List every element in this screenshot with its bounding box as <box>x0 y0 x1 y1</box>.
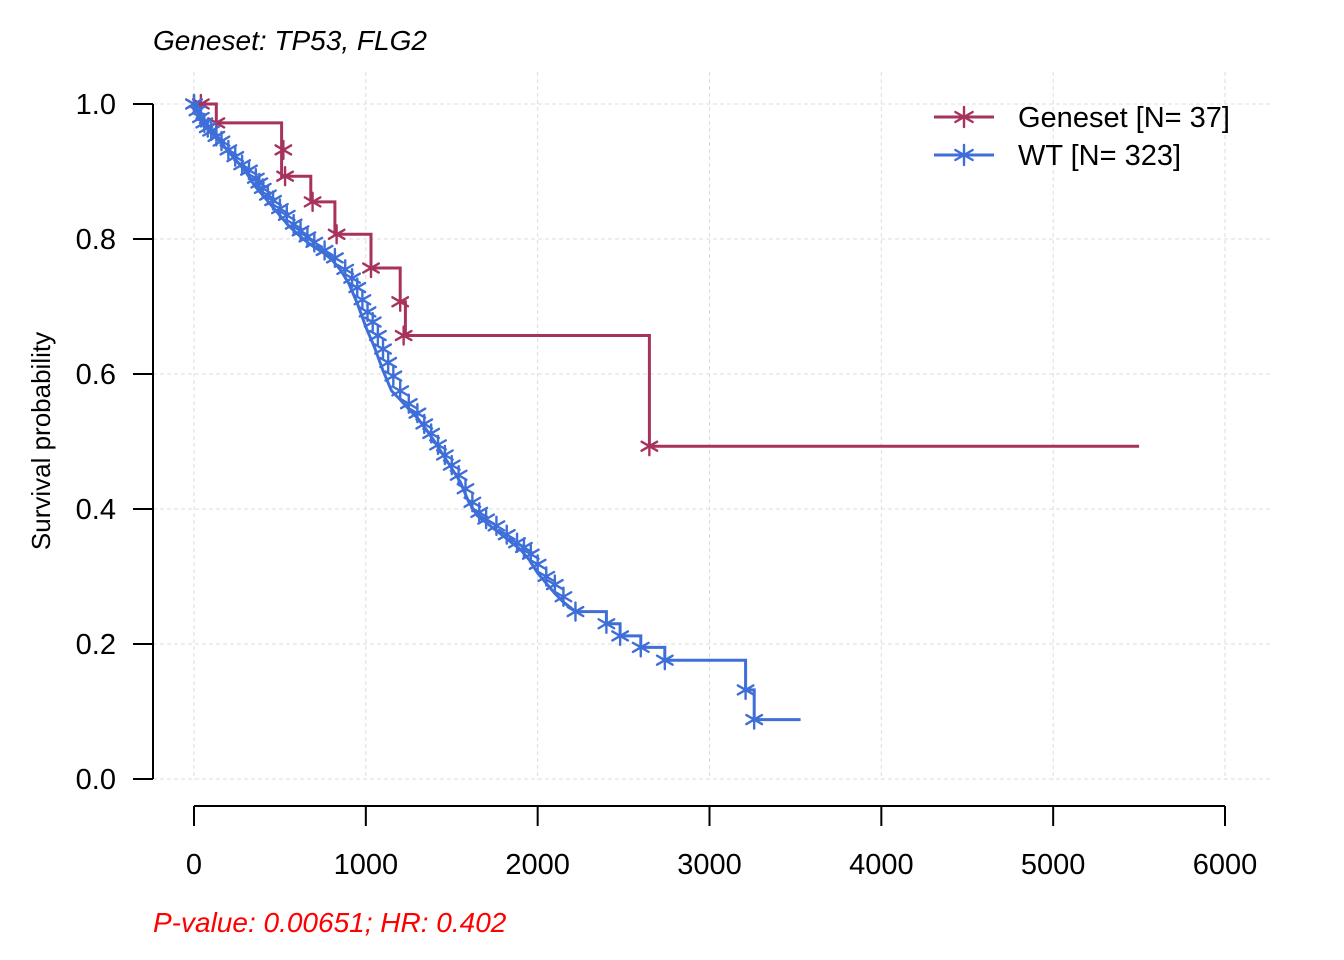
chart-title: Geneset: TP53, FLG2 <box>153 25 427 56</box>
censor-mark-geneset <box>276 166 295 187</box>
legend-label-geneset: Geneset [N= 37] <box>1018 102 1230 134</box>
censor-mark-wt <box>422 423 441 444</box>
y-tick-label: 0.4 <box>76 494 116 526</box>
y-axis-label: Survival probability <box>26 332 56 550</box>
legend-item-geneset: Geneset [N= 37] <box>934 102 1230 134</box>
x-tick-label: 1000 <box>334 849 399 881</box>
censor-mark-wt <box>655 650 674 671</box>
censor-mark-wt <box>384 365 403 387</box>
censor-mark-wt <box>233 154 252 175</box>
grid-layer <box>153 72 1270 780</box>
censor-mark-wt <box>537 566 556 587</box>
censor-mark-geneset <box>303 191 322 213</box>
legend-item-wt: WT [N= 323] <box>934 140 1181 172</box>
censor-mark-wt <box>528 554 547 575</box>
legend-label-wt: WT [N= 323] <box>1018 140 1181 172</box>
axes-layer: 0 1000 2000 3000 4000 5000 6000 0.0 0.2 0.4 0.6 0.8… <box>76 89 1258 881</box>
censor-mark-wt <box>374 338 393 360</box>
censor-mark-wt <box>554 586 573 607</box>
survival-curve-geneset <box>194 102 1140 448</box>
censor-mark-wt <box>514 537 533 558</box>
censor-mark-wt <box>456 478 475 499</box>
pvalue-annotation: P-value: 0.00651; HR: 0.402 <box>153 907 507 938</box>
x-tick-label: 2000 <box>505 849 570 881</box>
censor-mark-geneset <box>640 436 659 457</box>
censor-mark-wt <box>399 393 418 414</box>
censor-mark-wt <box>315 240 334 261</box>
y-tick-label: 0.2 <box>76 629 116 661</box>
censor-mark-wt <box>497 524 516 545</box>
y-tick-label: 1.0 <box>76 89 116 121</box>
censor-mark-geneset <box>274 139 293 161</box>
censor-mark-wt <box>368 325 387 346</box>
censor-mark-wt <box>239 159 258 181</box>
y-tick-label: 0.0 <box>76 764 116 796</box>
censor-mark-wt <box>270 198 289 219</box>
censor-mark-wt <box>487 515 506 537</box>
censor-mark-geneset <box>391 291 410 312</box>
censor-mark-wt <box>745 709 764 730</box>
censor-mark-geneset <box>394 325 413 346</box>
legend-marker-wt <box>954 143 974 167</box>
x-tick-label: 4000 <box>849 849 914 881</box>
censor-mark-wt <box>219 139 238 161</box>
series-layer <box>185 93 1140 730</box>
censor-mark-wt <box>379 352 398 373</box>
series-wt <box>185 93 801 730</box>
censor-mark-geneset <box>361 257 380 279</box>
censor-mark-wt <box>291 220 310 242</box>
censor-mark-wt <box>736 679 755 701</box>
censor-mark-wt <box>226 146 245 167</box>
censor-mark-wt <box>470 502 489 523</box>
y-tick-label: 0.8 <box>76 224 116 256</box>
y-tick-label: 0.6 <box>76 359 116 391</box>
censor-mark-wt <box>566 601 585 622</box>
series-geneset <box>185 93 1140 457</box>
censor-mark-wt <box>449 465 468 486</box>
censor-mark-wt <box>298 226 317 248</box>
x-tick-label: 6000 <box>1193 849 1258 881</box>
x-tick-label: 3000 <box>677 849 742 881</box>
censor-mark-wt <box>325 247 344 269</box>
censor-mark-geneset <box>327 224 346 245</box>
censor-mark-wt <box>284 213 303 235</box>
legend: Geneset [N= 37] WT [N= 323] <box>934 102 1230 172</box>
x-tick-label: 5000 <box>1021 849 1086 881</box>
censor-mark-wt <box>545 574 564 595</box>
censor-mark-wt <box>597 613 616 634</box>
censor-mark-wt <box>264 190 283 211</box>
censor-mark-wt <box>363 311 382 333</box>
censor-mark-wt <box>391 380 410 402</box>
legend-marker-geneset <box>954 105 974 129</box>
censor-mark-wt <box>611 625 630 647</box>
x-tick-label: 0 <box>186 849 202 881</box>
censor-mark-wt <box>305 232 324 253</box>
censor-mark-wt <box>631 637 650 658</box>
